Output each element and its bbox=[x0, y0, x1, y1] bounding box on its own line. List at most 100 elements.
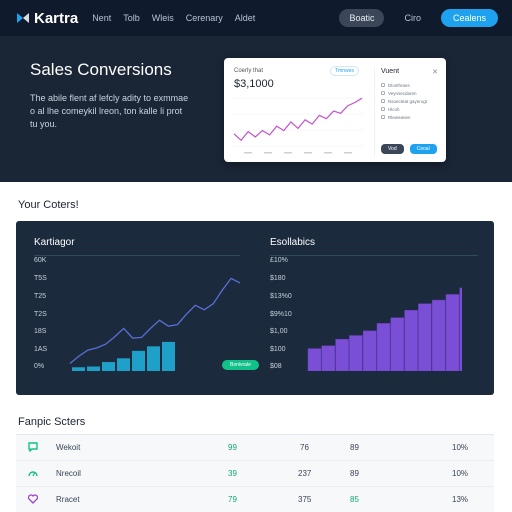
kpi-bar-line-chart bbox=[69, 277, 241, 371]
x-tick-mark bbox=[324, 152, 332, 154]
chart-cta-button[interactable]: Bonivrale bbox=[222, 360, 259, 370]
checkbox-icon[interactable] bbox=[381, 99, 385, 103]
preview-line-chart bbox=[232, 97, 364, 154]
close-icon[interactable]: ✕ bbox=[432, 69, 438, 76]
y-tick-label: $180 bbox=[270, 275, 286, 282]
bar[interactable] bbox=[307, 348, 322, 371]
nav-primary-button[interactable]: Cealens bbox=[440, 9, 498, 27]
preview-secondary-button[interactable]: Vod bbox=[381, 144, 404, 154]
row-value-b: 76 bbox=[300, 443, 309, 452]
x-tick-mark bbox=[304, 152, 312, 154]
row-value-b: 237 bbox=[298, 469, 312, 478]
y-tick-label: $1,00 bbox=[270, 328, 288, 335]
nav-link-5[interactable]: Aldet bbox=[234, 13, 256, 23]
nav-link-2[interactable]: Tolb bbox=[123, 13, 140, 23]
bar-chart bbox=[307, 287, 462, 371]
checkbox-icon[interactable] bbox=[381, 115, 385, 119]
brand-logo[interactable]: Kartra bbox=[16, 10, 78, 27]
bar[interactable] bbox=[404, 310, 418, 371]
charts-panel: Kartiagor 60K T5S T25 T2S 18S 1AS 0% Bon… bbox=[16, 221, 494, 395]
bar[interactable] bbox=[72, 367, 85, 371]
preview-badge[interactable]: Tmnwes bbox=[330, 66, 359, 76]
row-value-a: 79 bbox=[228, 495, 237, 504]
y-tick-label: 60K bbox=[34, 257, 47, 264]
preview-item-label: Rleweanen bbox=[388, 114, 411, 120]
brand-name: Kartra bbox=[34, 9, 79, 27]
hero-description: The abile flent af lefcly adity to exmma… bbox=[30, 93, 189, 129]
bar[interactable] bbox=[418, 303, 432, 371]
bar[interactable] bbox=[459, 287, 462, 371]
table-row[interactable]: Nrecoil 39 237 89 10% bbox=[16, 461, 494, 487]
nav-actions: Boatic Ciro Cealens bbox=[339, 9, 498, 27]
nav-link-3[interactable]: Wleis bbox=[151, 13, 174, 23]
nav-plain-button[interactable]: Ciro bbox=[404, 13, 421, 23]
table-row[interactable]: Rracet 79 375 85 13% bbox=[16, 487, 494, 512]
gauge-icon bbox=[28, 471, 38, 477]
nav-link-4[interactable]: Cerenary bbox=[185, 13, 223, 23]
bar[interactable] bbox=[431, 299, 446, 371]
bar[interactable] bbox=[321, 345, 336, 371]
preview-item[interactable]: Dlonthraes bbox=[381, 81, 440, 89]
y-tick-label: 0% bbox=[34, 363, 45, 370]
y-tick-label: $100 bbox=[270, 346, 286, 353]
row-name: Nrecoil bbox=[56, 469, 81, 478]
hero-section: Sales Conversions The abile flent af lef… bbox=[0, 36, 512, 182]
chart-title: Esollabics bbox=[270, 237, 316, 248]
preview-item[interactable]: Veynsecdaren bbox=[381, 89, 440, 97]
row-value-a: 39 bbox=[228, 469, 237, 478]
heart-icon bbox=[28, 494, 38, 504]
chart-divider bbox=[270, 255, 478, 256]
preview-item-label: Veynsecdaren bbox=[388, 90, 417, 96]
bar[interactable] bbox=[102, 362, 115, 371]
hero-title: Sales Conversions bbox=[30, 60, 172, 79]
bar[interactable] bbox=[162, 341, 175, 371]
checkbox-icon[interactable] bbox=[381, 91, 385, 95]
bar[interactable] bbox=[147, 346, 160, 371]
row-value-d: 10% bbox=[452, 469, 469, 478]
preview-item-label: Nsoecteat gaynrogt bbox=[388, 98, 428, 104]
chart-right: Esollabics £10% $180 $13%0 $9%10 $1,00 $… bbox=[270, 221, 480, 395]
preview-buttons: Vod Ceoal bbox=[381, 144, 437, 154]
row-value-c: 89 bbox=[350, 469, 359, 478]
row-value-c: 85 bbox=[350, 495, 359, 504]
preview-item[interactable]: Hlcoh bbox=[381, 105, 440, 113]
bar[interactable] bbox=[376, 323, 391, 371]
nav-link-1[interactable]: Nent bbox=[92, 13, 112, 23]
preview-item[interactable]: Nsoecteat gaynrogt bbox=[381, 97, 440, 105]
x-tick-mark bbox=[344, 152, 352, 154]
table-row[interactable]: Wekoit 99 76 89 10% bbox=[16, 435, 494, 461]
y-tick-label: $13%0 bbox=[270, 293, 292, 300]
y-tick-label: £10% bbox=[270, 257, 288, 264]
x-tick-mark bbox=[244, 152, 252, 154]
row-name: Wekoit bbox=[56, 443, 81, 452]
preview-item[interactable]: Rleweanen bbox=[381, 113, 440, 121]
preview-series-line bbox=[233, 97, 363, 142]
checkbox-icon[interactable] bbox=[381, 83, 385, 87]
bar[interactable] bbox=[362, 330, 377, 371]
y-tick-label: T5S bbox=[34, 275, 47, 282]
brand-icon bbox=[17, 13, 29, 23]
chart-title: Kartiagor bbox=[34, 237, 75, 248]
row-value-d: 13% bbox=[452, 495, 469, 504]
row-value-b: 375 bbox=[298, 495, 312, 504]
bar[interactable] bbox=[335, 339, 349, 371]
preview-item-label: Hlcoh bbox=[388, 106, 400, 112]
chart-left: Kartiagor 60K T5S T25 T2S 18S 1AS 0% Bon… bbox=[34, 221, 259, 395]
bar[interactable] bbox=[445, 294, 460, 371]
bar[interactable] bbox=[132, 350, 145, 371]
y-tick-label: 18S bbox=[34, 328, 47, 335]
top-nav: Kartra Nent Tolb Wleis Cerenary Aldet Bo… bbox=[0, 0, 512, 36]
bar[interactable] bbox=[349, 335, 363, 371]
preview-item-label: Dlonthraes bbox=[388, 82, 410, 88]
row-value-c: 89 bbox=[350, 443, 359, 452]
nav-dark-button[interactable]: Boatic bbox=[339, 9, 385, 27]
bar[interactable] bbox=[117, 358, 130, 371]
y-tick-label: T2S bbox=[34, 311, 47, 318]
bar[interactable] bbox=[390, 317, 405, 371]
bar[interactable] bbox=[87, 366, 100, 371]
preview-card: Coerly that $3,1000 Tmnwes Vuent ✕ Dlont… bbox=[224, 58, 446, 162]
checkbox-icon[interactable] bbox=[381, 107, 385, 111]
chart-divider bbox=[34, 255, 240, 256]
preview-primary-button[interactable]: Ceoal bbox=[409, 144, 437, 154]
y-tick-label: 1AS bbox=[34, 346, 48, 353]
